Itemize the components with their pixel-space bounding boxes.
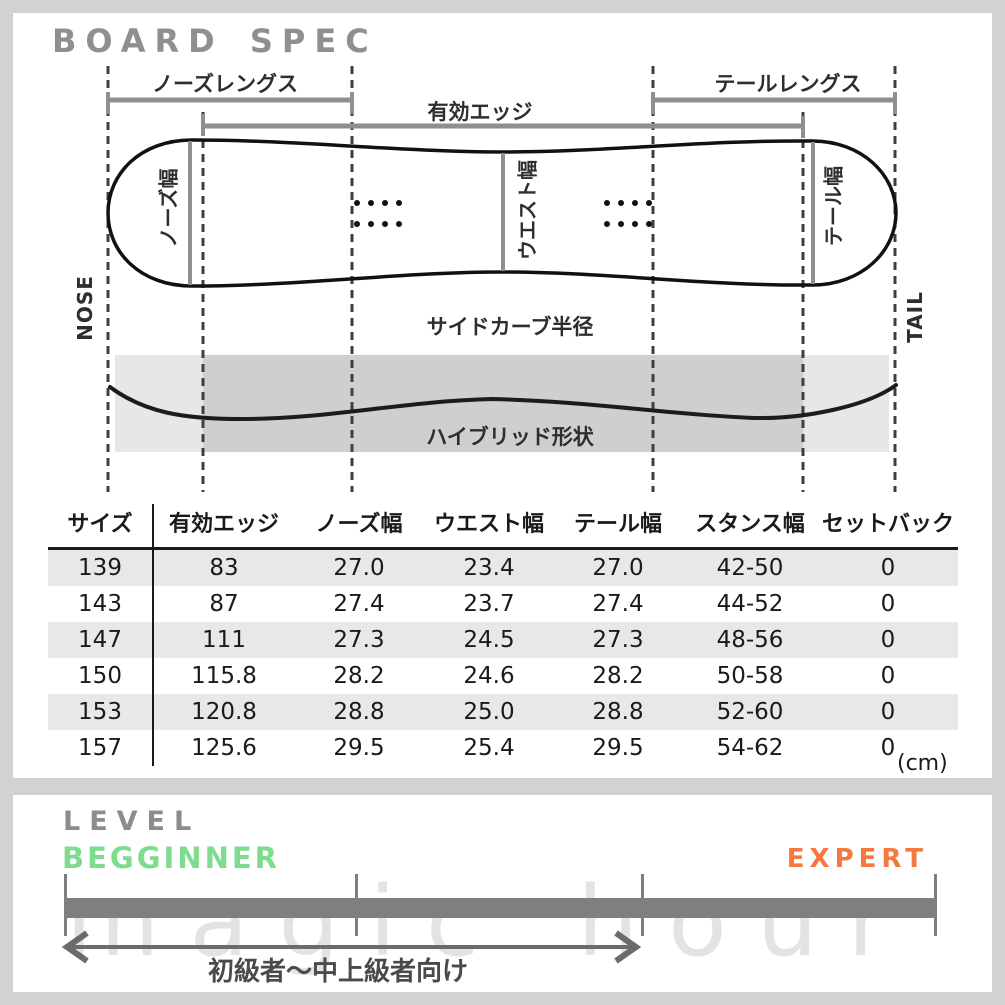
size-cell: 150 xyxy=(48,658,154,694)
spec-value-cell: 27.4 xyxy=(592,591,644,617)
spec-value-cell: 24.5 xyxy=(424,622,554,658)
watermark-text: magic hour xyxy=(66,866,918,978)
nose-end-label: NOSE xyxy=(73,275,97,341)
spec-value-cell: 83 xyxy=(153,548,294,586)
spec-value-cell: 28.2 xyxy=(592,663,644,689)
width-marker-lines xyxy=(188,141,815,285)
spec-table: サイズ 有効エッジ ノーズ幅 ウエスト幅 テール幅 スタンス幅 セットバック 139 83 27… xyxy=(48,504,958,766)
size-cell: 139 xyxy=(48,548,154,586)
spec-value-cell: 29.5 xyxy=(592,735,644,761)
level-tick xyxy=(934,874,937,936)
spec-value-cell: 54-62 xyxy=(716,735,784,761)
effective-edge-label: 有効エッジ xyxy=(427,100,533,124)
size-cell: 143 xyxy=(48,586,154,622)
tail-length-label: テールレングス xyxy=(714,72,862,96)
spec-value-cell: 28.2 xyxy=(333,663,385,689)
spec-table-row: 157 125.6 29.5 25.4 29.5 54-62 0 xyxy=(48,730,958,766)
spec-column-header: スタンス幅 xyxy=(682,504,818,550)
spec-value-cell: 0 xyxy=(818,622,958,658)
spec-value-cell: 25.4 xyxy=(463,735,515,761)
dimension-bars xyxy=(106,92,897,138)
spec-value-cell: 28.8 xyxy=(554,694,682,730)
nose-width-label: ノーズ幅 xyxy=(156,168,181,248)
nose-length-label: ノーズレングス xyxy=(152,72,298,96)
tail-end-label: TAIL xyxy=(903,291,927,343)
hybrid-shape-label: ハイブリッド形状 xyxy=(426,425,594,449)
spec-value-cell: 23.4 xyxy=(424,548,554,586)
spec-value-cell: 0 xyxy=(818,548,958,586)
spec-value-cell: 29.5 xyxy=(333,735,385,761)
level-panel xyxy=(13,795,992,992)
expert-label: EXPERT xyxy=(786,844,928,874)
board-outline xyxy=(106,138,898,288)
level-scale-bar xyxy=(65,898,936,918)
spec-column-header: ウエスト幅 xyxy=(424,504,554,550)
spec-column-header: セットバック xyxy=(818,504,958,550)
spec-value-cell: 27.3 xyxy=(294,622,424,658)
level-tick xyxy=(64,874,67,936)
spec-table-row: 150 115.8 28.2 24.6 28.2 50-58 0 xyxy=(48,658,958,694)
spec-table-row: 143 87 27.4 23.7 27.4 44-52 0 xyxy=(48,586,958,622)
level-title: LEVEL xyxy=(63,806,201,837)
spec-value-cell: 50-58 xyxy=(716,663,784,689)
spec-value-cell: 87 xyxy=(209,591,239,617)
spec-value-cell: 115.8 xyxy=(191,663,257,689)
board-diagram xyxy=(106,66,898,492)
spec-value-cell: 27.0 xyxy=(554,548,682,586)
beginner-label: BEGGINNER xyxy=(62,841,280,875)
sidecut-radius-label: サイドカーブ半径 xyxy=(426,315,594,339)
spec-value-cell: 27.0 xyxy=(294,548,424,586)
spec-value-cell: 42-50 xyxy=(682,548,818,586)
spec-value-cell: 24.6 xyxy=(463,663,515,689)
camber-profile-curve xyxy=(108,383,898,422)
spec-column-header: サイズ xyxy=(48,504,154,550)
spec-value-cell: 111 xyxy=(153,622,294,658)
level-tick xyxy=(355,874,358,936)
size-cell: 153 xyxy=(48,694,154,730)
tail-width-label: テール幅 xyxy=(821,166,846,246)
spec-value-cell: 120.8 xyxy=(153,694,294,730)
unit-label: (cm) xyxy=(897,751,948,776)
level-range-label: 初級者～中上級者向け xyxy=(207,957,468,987)
spec-column-header: 有効エッジ xyxy=(153,504,294,550)
waist-width-label: ウエスト幅 xyxy=(515,160,540,260)
binding-insert-dots xyxy=(354,200,652,227)
spec-value-cell: 25.0 xyxy=(424,694,554,730)
spec-value-cell: 0 xyxy=(880,735,896,761)
spec-value-cell: 27.3 xyxy=(554,622,682,658)
spec-value-cell: 0 xyxy=(880,663,896,689)
spec-value-cell: 0 xyxy=(818,694,958,730)
spec-table-row: 153 120.8 28.8 25.0 28.8 52-60 0 xyxy=(48,694,958,730)
spec-value-cell: 125.6 xyxy=(191,735,257,761)
level-tick xyxy=(641,874,644,936)
spec-column-header: ノーズ幅 xyxy=(294,504,424,550)
spec-value-cell: 23.7 xyxy=(463,591,515,617)
spec-value-cell: 52-60 xyxy=(682,694,818,730)
spec-table-row: 139 83 27.0 23.4 27.0 42-50 0 xyxy=(48,548,958,586)
size-cell: 157 xyxy=(48,730,154,766)
spec-table-header-row: サイズ 有効エッジ ノーズ幅 ウエスト幅 テール幅 スタンス幅 セットバック xyxy=(48,504,958,550)
spec-value-cell: 48-56 xyxy=(682,622,818,658)
spec-value-cell: 44-52 xyxy=(716,591,784,617)
spec-table-row: 147 111 27.3 24.5 27.3 48-56 0 xyxy=(48,622,958,658)
camber-band xyxy=(115,355,889,452)
spec-value-cell: 0 xyxy=(880,591,896,617)
level-range-arrow xyxy=(61,930,642,964)
page-title: BOARD SPEC xyxy=(52,22,378,60)
spec-value-cell: 28.8 xyxy=(294,694,424,730)
spec-value-cell: 27.4 xyxy=(333,591,385,617)
size-cell: 147 xyxy=(48,622,154,658)
spec-column-header: テール幅 xyxy=(554,504,682,550)
